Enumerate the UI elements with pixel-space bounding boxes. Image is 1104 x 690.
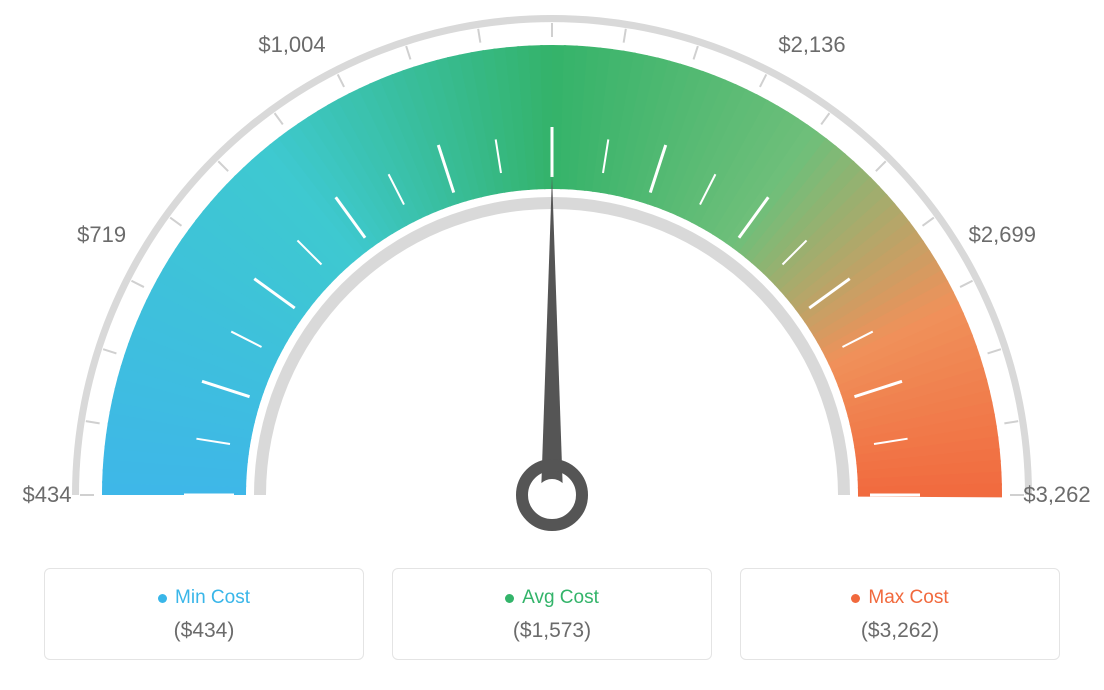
legend-dot-avg	[505, 594, 514, 603]
legend-label-max: Max Cost	[868, 587, 948, 609]
gauge-tick-label: $719	[77, 222, 126, 248]
gauge-tick-label: $2,699	[969, 222, 1036, 248]
legend-card-min: Min Cost ($434)	[44, 568, 364, 660]
legend-row: Min Cost ($434) Avg Cost ($1,573) Max Co…	[30, 568, 1074, 660]
legend-label-min: Min Cost	[175, 587, 250, 609]
gauge-svg	[0, 0, 1104, 540]
legend-title-max: Max Cost	[851, 587, 948, 609]
gauge-tick-label: $434	[23, 482, 72, 508]
gauge-chart: $434$719$1,004$1,573$2,136$2,699$3,262	[0, 0, 1104, 540]
legend-value-avg: ($1,573)	[403, 619, 701, 643]
gauge-tick-label: $1,004	[258, 32, 325, 58]
gauge-tick-label: $3,262	[1023, 482, 1090, 508]
legend-card-max: Max Cost ($3,262)	[740, 568, 1060, 660]
legend-dot-min	[158, 594, 167, 603]
legend-card-avg: Avg Cost ($1,573)	[392, 568, 712, 660]
legend-title-min: Min Cost	[158, 587, 250, 609]
legend-value-max: ($3,262)	[751, 619, 1049, 643]
legend-value-min: ($434)	[55, 619, 353, 643]
gauge-tick-label: $2,136	[778, 32, 845, 58]
legend-title-avg: Avg Cost	[505, 587, 599, 609]
legend-dot-max	[851, 594, 860, 603]
legend-label-avg: Avg Cost	[522, 587, 599, 609]
